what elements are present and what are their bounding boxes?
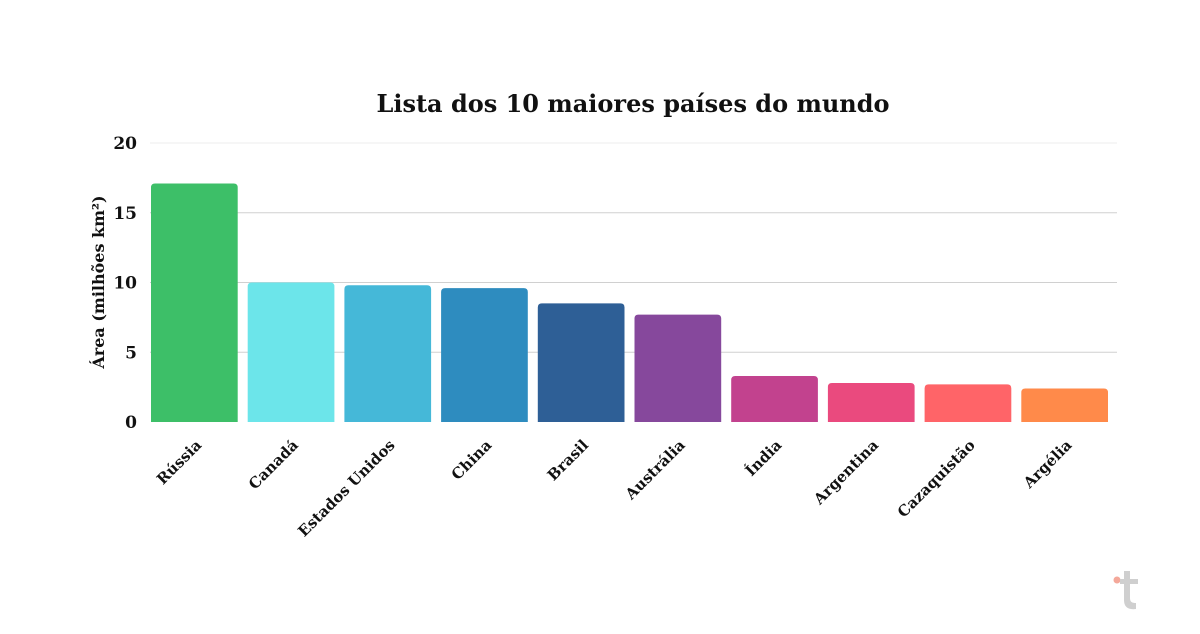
y-tick-label: 20: [113, 134, 137, 154]
x-tick-label: Argentina: [809, 436, 882, 509]
brand-logo: [1113, 571, 1138, 610]
bar: [827, 382, 915, 422]
x-tick-label: Brasil: [544, 436, 592, 484]
bar: [247, 282, 335, 422]
bar: [634, 314, 722, 422]
y-axis-ticks: 0 5 10 15 20: [113, 134, 137, 433]
bar: [1021, 388, 1108, 422]
x-tick-label: China: [448, 436, 496, 484]
bar: [151, 183, 238, 422]
bar: [344, 285, 432, 422]
x-tick-label: Cazaquistão: [894, 436, 979, 521]
bar: [731, 375, 818, 422]
x-tick-label: Argélia: [1019, 436, 1076, 493]
y-tick-label: 15: [113, 204, 137, 224]
x-tick-label: Austrália: [621, 436, 689, 504]
y-tick-label: 10: [113, 274, 137, 294]
x-tick-label: Canadá: [245, 436, 302, 493]
bar: [441, 288, 528, 422]
x-tick-label: Rússia: [153, 436, 205, 488]
bar: [537, 303, 625, 422]
bar: [924, 384, 1012, 422]
y-axis-label: Área (milhões km²): [88, 195, 108, 369]
bars: [151, 183, 1108, 422]
y-tick-label: 0: [125, 413, 137, 433]
x-tick-label: Estados Unidos: [294, 436, 398, 540]
x-tick-label: Índia: [742, 436, 786, 480]
y-tick-label: 5: [125, 343, 137, 363]
chart-title: Lista dos 10 maiores países do mundo: [376, 89, 889, 118]
